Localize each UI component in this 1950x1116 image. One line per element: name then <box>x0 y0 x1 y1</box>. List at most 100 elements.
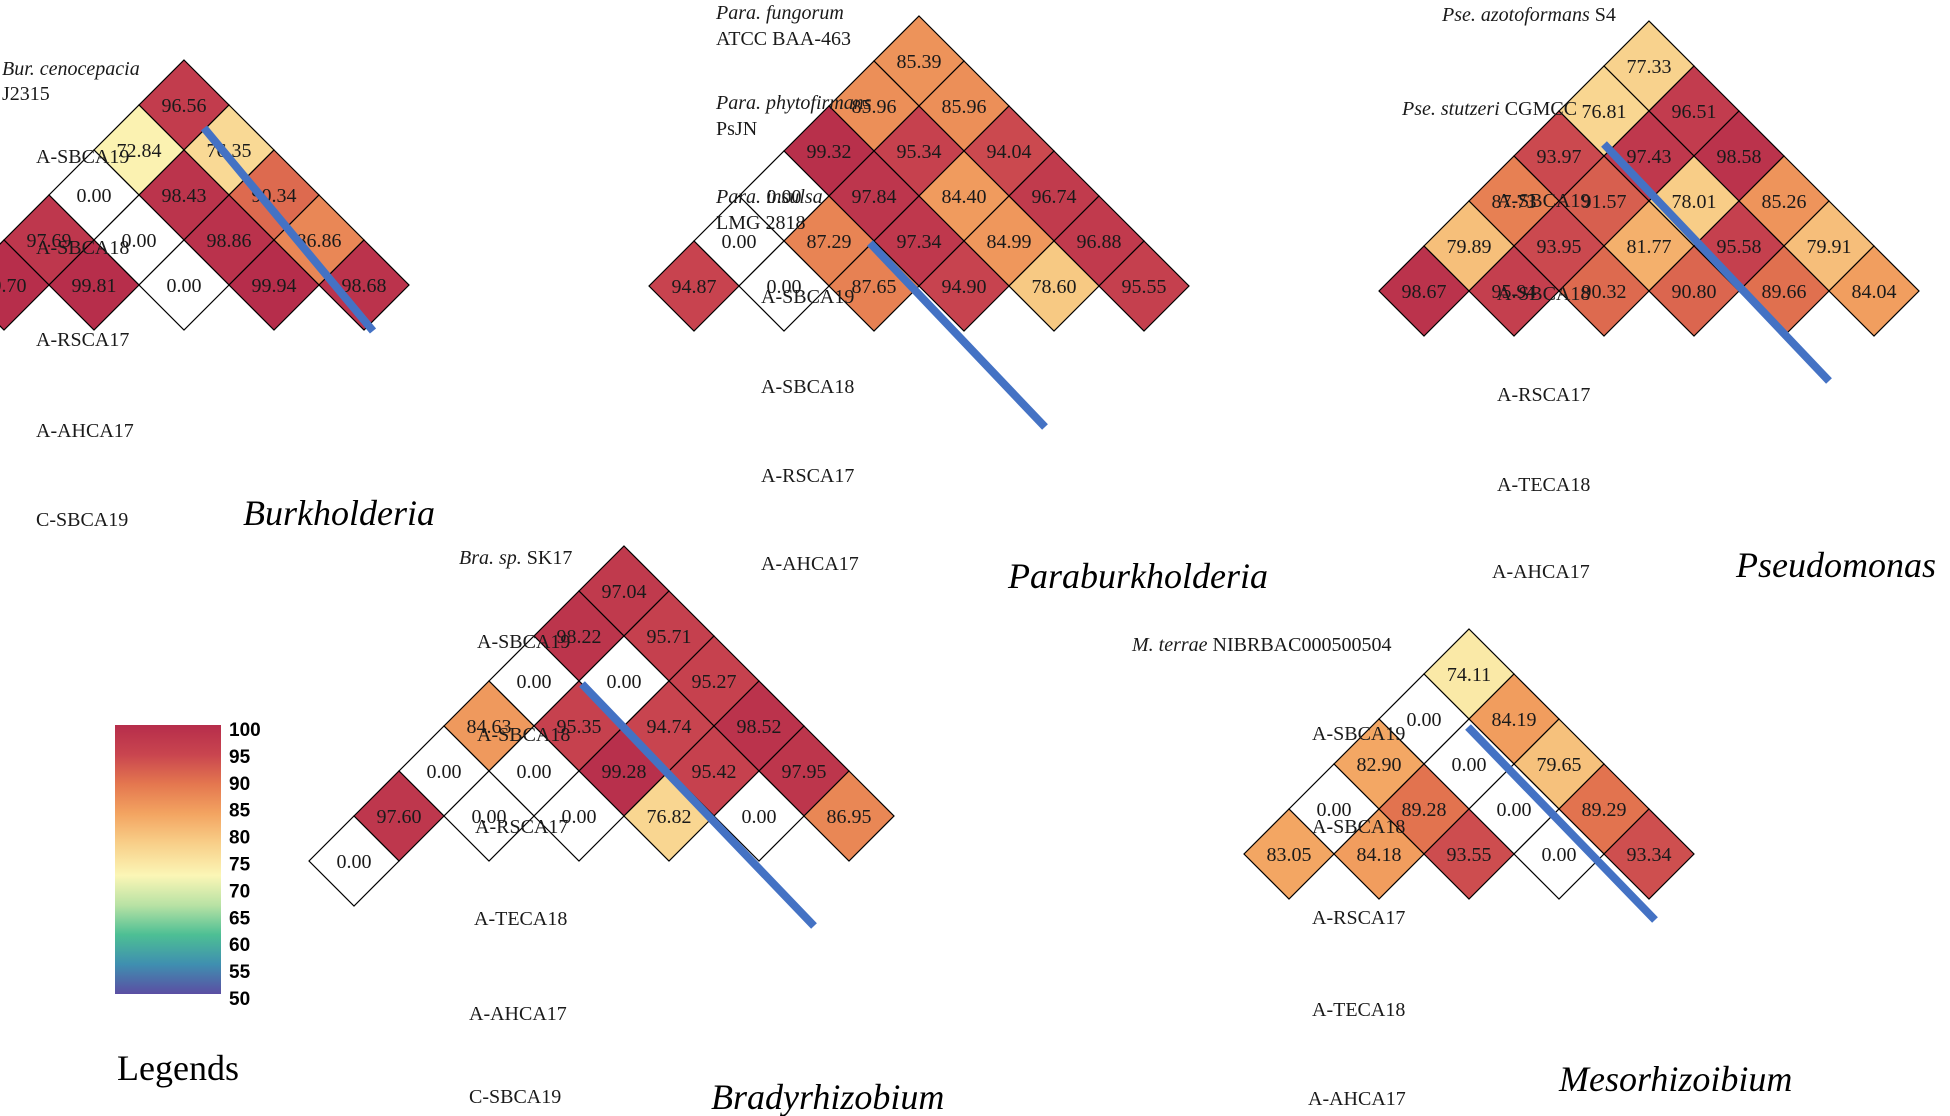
cell-value-label: 97.95 <box>782 761 827 783</box>
reference-label: Para. insulsa <box>715 186 823 208</box>
heatmap-cell <box>48 239 140 331</box>
heatmap-cell <box>828 240 920 332</box>
divider-line <box>579 681 817 929</box>
cell-value-label: 81.77 <box>1627 236 1672 258</box>
cell-value-label: 96.74 <box>1032 186 1077 208</box>
cell-value-label: 0.00 <box>517 761 552 783</box>
cell-value-label: 99.70 <box>0 275 27 297</box>
cell-value-label: 98.67 <box>1402 281 1447 303</box>
cell-value-label: 95.27 <box>692 671 737 693</box>
heatmap-cell <box>1513 808 1605 900</box>
heatmap-cell <box>1243 808 1335 900</box>
cell-value-label: 78.60 <box>1032 276 1077 298</box>
heatmap-cell <box>648 240 740 332</box>
divider-line <box>1601 141 1832 384</box>
heatmap-cell <box>533 770 625 862</box>
heatmap-cell <box>713 770 805 862</box>
cell-value-label: 0.00 <box>517 671 552 693</box>
cell-value-label: 0.00 <box>427 761 462 783</box>
heatmap-cell <box>318 239 410 331</box>
heatmap-cell <box>308 815 400 907</box>
row-label: A-AHCA17 <box>1492 561 1590 583</box>
cell-value-label: 94.90 <box>942 276 987 298</box>
cell-value-label: 0.00 <box>1542 844 1577 866</box>
cell-value-label: 83.05 <box>1267 844 1312 866</box>
divider-line <box>867 240 1048 430</box>
legend-tick-label: 80 <box>229 828 250 849</box>
reference-label: Pse. azotoformans S4 <box>1441 4 1616 26</box>
row-label: A-SBCA18 <box>477 724 570 746</box>
reference-strain: ATCC BAA-463 <box>716 28 851 50</box>
panel-mesorhizobium: 74.11 84.19 79.65 89.29 93.34 0.00 0.00 0.00 0.0… <box>1131 628 1792 1110</box>
reference-species: Para. fungorum <box>715 2 844 24</box>
legend-tick-label: 90 <box>229 774 250 795</box>
row-label: A-SBCA19 <box>477 631 570 653</box>
cell-value-label: 89.29 <box>1582 799 1627 821</box>
reference-label: Para. phytofirmans <box>715 92 872 114</box>
cell-value-label: 95.58 <box>1717 236 1762 258</box>
heatmap-cell <box>803 770 895 862</box>
reference-label: Bur. cenocepacia <box>2 58 140 80</box>
heatmap-cell <box>738 240 830 332</box>
heatmap-cell <box>228 239 320 331</box>
row-label: A-RSCA17 <box>36 329 129 351</box>
cell-value-label: 84.63 <box>467 716 512 738</box>
cell-value-label: 97.04 <box>602 581 647 603</box>
heatmap-cell <box>1603 808 1695 900</box>
cell-value-label: 96.51 <box>1672 101 1717 123</box>
row-label: C-SBCA19 <box>36 509 128 531</box>
cell-value-label: 98.22 <box>557 626 602 648</box>
cell-value-label: 97.34 <box>897 231 942 253</box>
cell-value-label: 0.00 <box>1407 709 1442 731</box>
cell-value-label: 98.86 <box>207 230 252 252</box>
heatmap-cell <box>1333 808 1425 900</box>
cell-value-label: 0.00 <box>1497 799 1532 821</box>
cell-value-label: 96.56 <box>162 95 207 117</box>
reference-strain: NIBRBAC000500504 <box>1208 634 1392 656</box>
legend-tick-label: 50 <box>229 989 250 1010</box>
cell-value-label: 76.82 <box>647 806 692 828</box>
row-label: C-SBCA19 <box>469 1086 561 1108</box>
heatmap-cell <box>1423 808 1515 900</box>
cell-value-label: 87.73 <box>1492 191 1537 213</box>
row-label: A-SBCA18 <box>1312 816 1405 838</box>
cell-value-label: 98.52 <box>737 716 782 738</box>
cell-value-label: 99.81 <box>72 275 117 297</box>
row-label: A-AHCA17 <box>36 420 134 442</box>
legend-tick-label: 60 <box>229 935 250 956</box>
cell-value-label: 85.96 <box>852 96 897 118</box>
reference-label: Para. fungorum <box>715 2 844 24</box>
legend-tick-label: 65 <box>229 908 251 929</box>
cell-value-label: 84.04 <box>1852 281 1897 303</box>
heatmap-cell <box>138 239 230 331</box>
cell-value-label: 82.90 <box>1357 754 1402 776</box>
divider-line <box>1465 724 1658 923</box>
genus-title: Burkholderia <box>243 493 435 533</box>
cell-value-label: 0.00 <box>767 186 802 208</box>
cell-value-label: 79.65 <box>1537 754 1582 776</box>
cell-value-label: 95.34 <box>897 141 942 163</box>
row-label: A-AHCA17 <box>1308 1088 1406 1110</box>
reference-label: Bra. sp. SK17 <box>459 547 572 569</box>
cell-value-label: 95.71 <box>647 626 692 648</box>
cell-value-label: 98.58 <box>1717 146 1762 168</box>
cell-value-label: 84.19 <box>1492 709 1537 731</box>
cell-value-label: 85.39 <box>897 51 942 73</box>
cell-value-label: 93.97 <box>1537 146 1582 168</box>
cell-value-label: 89.28 <box>1402 799 1447 821</box>
reference-species: Bra. sp. <box>459 547 522 569</box>
cell-value-label: 90.80 <box>1672 281 1717 303</box>
cell-value-label: 97.69 <box>27 230 72 252</box>
row-label: A-RSCA17 <box>1497 384 1590 406</box>
heatmap-cell <box>1098 240 1190 332</box>
cell-value-label: 0.00 <box>167 275 202 297</box>
genus-title: Bradyrhizobium <box>711 1077 944 1116</box>
row-label: A-TECA18 <box>1312 999 1405 1021</box>
cell-value-label: 84.99 <box>987 231 1032 253</box>
genus-title: Mesorhizoibium <box>1558 1059 1792 1099</box>
cell-value-label: 0.00 <box>607 671 642 693</box>
row-label: A-SBCA18 <box>1497 283 1590 305</box>
color-legend: 100 95 90 85 80 75 70 65 60 55 50 Legends <box>115 720 261 1088</box>
row-label: A-AHCA17 <box>469 1003 567 1025</box>
